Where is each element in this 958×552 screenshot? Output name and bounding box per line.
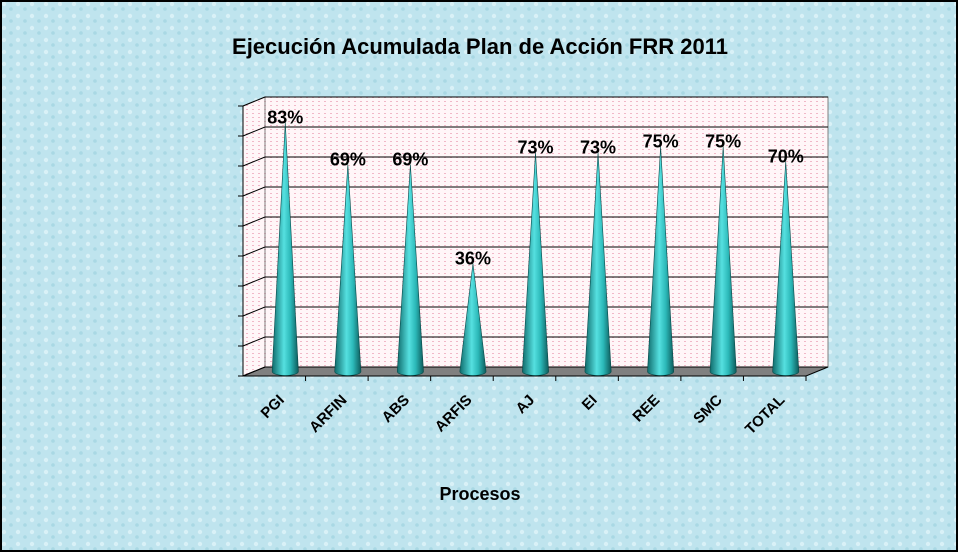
value-label: 36% bbox=[455, 248, 491, 268]
grid-line bbox=[242, 126, 266, 137]
cone bbox=[271, 122, 299, 376]
cone bbox=[459, 263, 487, 376]
grid-line bbox=[242, 336, 266, 347]
chart-title: Ejecución Acumulada Plan de Acción FRR 2… bbox=[232, 34, 728, 59]
grid-line bbox=[242, 246, 266, 257]
cone bbox=[334, 164, 362, 376]
value-label: 75% bbox=[705, 131, 741, 151]
cone bbox=[396, 164, 424, 376]
grid-line bbox=[242, 366, 266, 377]
value-label: 69% bbox=[392, 149, 428, 169]
grid-line bbox=[242, 96, 266, 107]
cone bbox=[647, 146, 675, 376]
value-label: 73% bbox=[580, 137, 616, 157]
grid-line bbox=[242, 276, 266, 287]
side-wall bbox=[242, 96, 266, 377]
grid-line bbox=[242, 186, 266, 197]
grid-line bbox=[242, 306, 266, 317]
cone bbox=[522, 152, 549, 376]
value-label: 73% bbox=[517, 137, 553, 157]
cone bbox=[709, 146, 737, 376]
cone bbox=[772, 161, 800, 376]
value-label: 69% bbox=[330, 149, 366, 169]
grid-line bbox=[242, 156, 266, 167]
value-label: 83% bbox=[267, 107, 303, 127]
value-label: 75% bbox=[643, 131, 679, 151]
x-axis-label: Procesos bbox=[439, 484, 520, 504]
cone bbox=[584, 152, 612, 376]
grid-line bbox=[242, 216, 266, 227]
value-label: 70% bbox=[768, 146, 804, 166]
